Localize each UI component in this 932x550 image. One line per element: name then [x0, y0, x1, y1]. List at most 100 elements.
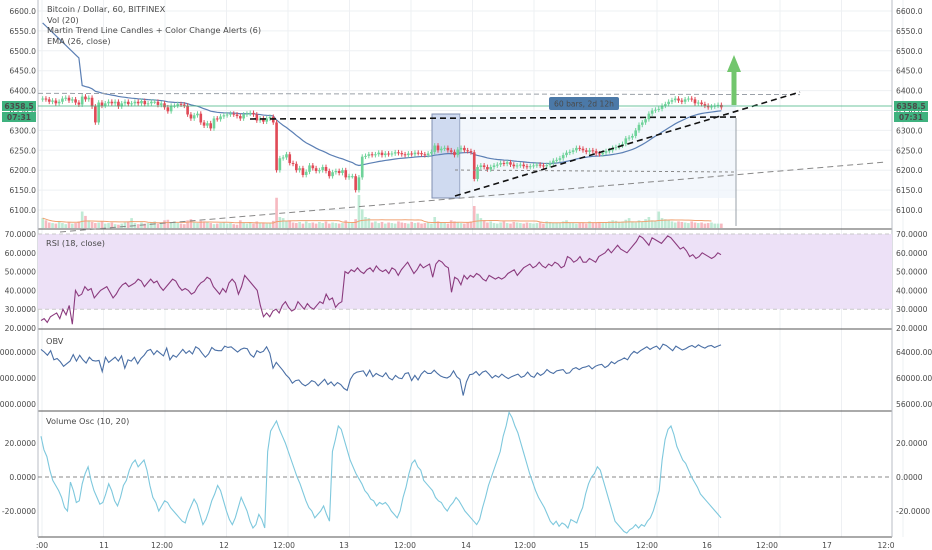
legend-indicator[interactable]: Martin Trend Line Candles + Color Change… — [47, 25, 262, 36]
candle-body — [657, 108, 661, 110]
obv-pane-label[interactable]: OBV — [46, 336, 64, 346]
candle-body — [581, 148, 585, 151]
volume-bar — [693, 222, 697, 228]
rsi-y-tick-label-left: 30.0000 — [5, 305, 37, 314]
candle-body — [311, 165, 315, 169]
candle-body — [489, 167, 493, 170]
candle-body — [558, 158, 562, 160]
time-axis-label: 12:00 — [636, 541, 658, 550]
volume-bar — [687, 223, 690, 228]
volume-bar — [222, 222, 226, 228]
volume-bar — [347, 222, 351, 228]
price-y-tick-label-left: 6150.0 — [9, 186, 36, 195]
legend-volume[interactable]: Vol (20) — [47, 14, 79, 25]
candle-body — [64, 97, 68, 99]
rsi-y-tick-label-left: 70.0000 — [5, 230, 37, 239]
candle-body — [308, 165, 311, 172]
candle-body — [393, 152, 397, 154]
volume-bar — [637, 220, 641, 228]
volume-bar — [169, 222, 173, 228]
candle-body — [74, 99, 77, 103]
candle-body — [324, 167, 328, 171]
candle-body — [150, 101, 153, 104]
volume-bar — [295, 223, 298, 228]
candle-body — [578, 147, 581, 149]
volume-bar — [87, 220, 91, 228]
volume-bar — [535, 223, 539, 228]
candle-body — [706, 105, 710, 108]
price-y-tick-label-right: 6450.0 — [896, 67, 923, 76]
volume-bar — [51, 223, 54, 228]
vosc-pane-label[interactable]: Volume Osc (10, 20) — [46, 416, 130, 426]
rsi-line — [40, 235, 722, 325]
candle-body — [143, 100, 147, 105]
rsi-y-tick-label-right: 20.0000 — [896, 324, 928, 333]
candle-body — [126, 101, 130, 105]
candle-body — [509, 162, 512, 165]
candle-body — [159, 103, 163, 105]
last-price-left: 6358.5 — [4, 102, 33, 111]
candle-body — [410, 153, 413, 155]
measure-tooltip-bg — [549, 97, 619, 110]
candle-body — [627, 137, 631, 139]
candle-body — [285, 154, 288, 158]
volume-bar — [627, 218, 631, 228]
volume-ma-line — [42, 217, 712, 224]
price-y-tick-label-left: 6550.0 — [9, 27, 36, 36]
time-axis-label: 12 — [219, 541, 229, 550]
volume-bar — [354, 219, 357, 228]
candle-body — [262, 118, 265, 122]
candle-body — [538, 164, 542, 166]
volume-bar — [647, 217, 651, 228]
price-y-tick-label-left: 6500.0 — [9, 47, 36, 56]
volume-bar — [183, 224, 186, 228]
candle-body — [380, 152, 384, 156]
volume-bar — [103, 223, 107, 228]
volume-bar — [245, 223, 249, 228]
candle-body — [331, 172, 334, 177]
candle-body — [239, 116, 242, 119]
candle-body — [449, 150, 453, 152]
candle-body — [123, 101, 127, 104]
candle-body — [140, 100, 143, 104]
volume-bar — [710, 222, 713, 228]
candle-body — [693, 99, 697, 104]
rsi-y-tick-label-left: 40.0000 — [5, 286, 37, 295]
volume-bar — [196, 223, 199, 228]
candle-body — [176, 104, 180, 106]
candle-body — [436, 145, 440, 151]
candle-body — [314, 168, 318, 171]
volume-bar — [410, 221, 413, 228]
volume-bar — [505, 223, 509, 228]
candle-body — [232, 113, 236, 115]
volume-bar — [268, 222, 272, 228]
price-y-tick-label-left: 6450.0 — [9, 67, 36, 76]
volume-bar — [156, 223, 160, 228]
volume-bar — [413, 223, 417, 228]
legend-symbol[interactable]: Bitcoin / Dollar, 60, BITFINEX — [47, 4, 166, 14]
candle-body — [275, 122, 278, 171]
volume-bar — [97, 222, 100, 228]
candle-body — [548, 163, 552, 166]
candle-body — [189, 114, 193, 119]
vosc-y-tick-label-left: 20.0000 — [5, 439, 37, 448]
volume-bar — [324, 221, 328, 228]
volume-bar — [252, 223, 255, 228]
legend-ema[interactable]: EMA (26, close) — [47, 35, 111, 46]
measure-tooltip-text: 60 bars, 2d 12h — [554, 100, 614, 109]
volume-bar — [584, 223, 588, 228]
price-y-tick-label-right: 6250.0 — [896, 146, 923, 155]
candle-body — [288, 154, 292, 164]
candle-body — [525, 166, 529, 168]
volume-bar — [522, 223, 525, 228]
volume-bar — [271, 220, 275, 228]
candle-body — [479, 165, 483, 168]
price-y-tick-label-right: 6550.0 — [896, 27, 923, 36]
candle-body — [94, 106, 97, 123]
candle-body — [281, 157, 285, 159]
volume-bar — [308, 223, 311, 228]
rsi-pane-label[interactable]: RSI (18, close) — [46, 238, 106, 248]
time-axis-label: 17 — [822, 541, 832, 550]
rsi-band — [38, 234, 892, 310]
